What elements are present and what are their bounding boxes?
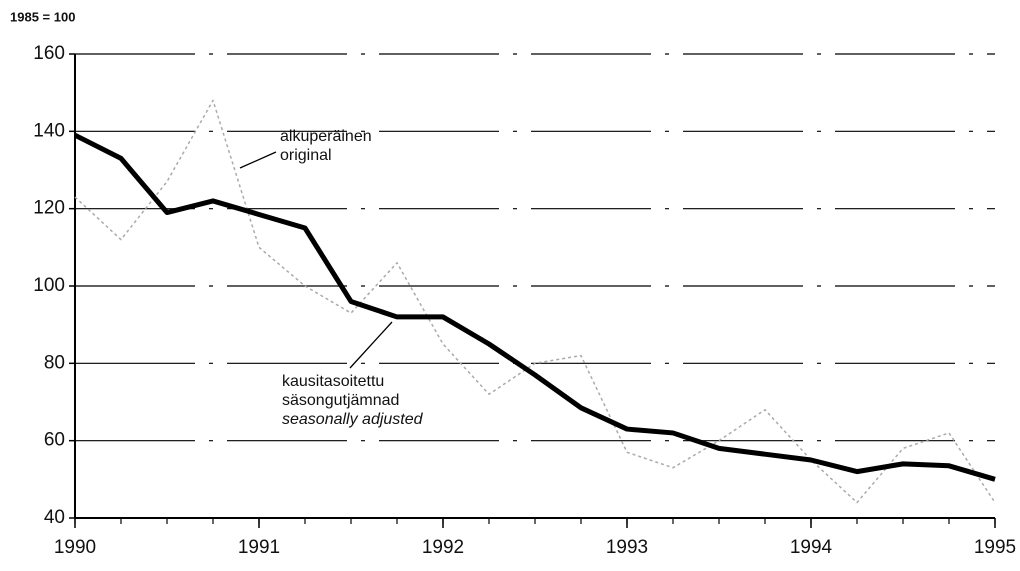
y-tick-label: 100 [33,275,65,296]
y-tick-label: 40 [44,507,65,528]
annotation-leader [349,321,393,369]
annotation-line: alkuperäinen [280,128,372,145]
x-tick-label: 1992 [422,537,464,558]
annotation: kausitasoitettu säsongutjämnad seasonally … [282,373,424,428]
x-tick-label: 1994 [790,537,833,558]
y-tick-label: 160 [33,43,65,64]
annotation-line: säsongutjämnad [282,392,399,409]
y-tick-label: 120 [33,198,65,219]
annotation-line: seasonally adjusted [282,411,424,428]
y-tick-label: 80 [44,352,65,373]
y-axis-unit: 1985 = 100 [10,9,75,24]
series-line [74,99,996,504]
annotation-line: original [280,147,332,164]
annotation-line: kausitasoitettu [282,373,384,390]
y-tick-label: 140 [33,120,65,141]
x-tick-label: 1993 [606,537,648,558]
annotation-leader [239,151,277,169]
x-tick-label: 1990 [54,537,96,558]
series-line [73,132,996,482]
y-tick-label: 60 [44,430,65,451]
x-tick-label: 1991 [238,537,280,558]
annotation: alkuperäinen original [280,128,372,164]
x-tick-label: 1995 [974,537,1016,558]
